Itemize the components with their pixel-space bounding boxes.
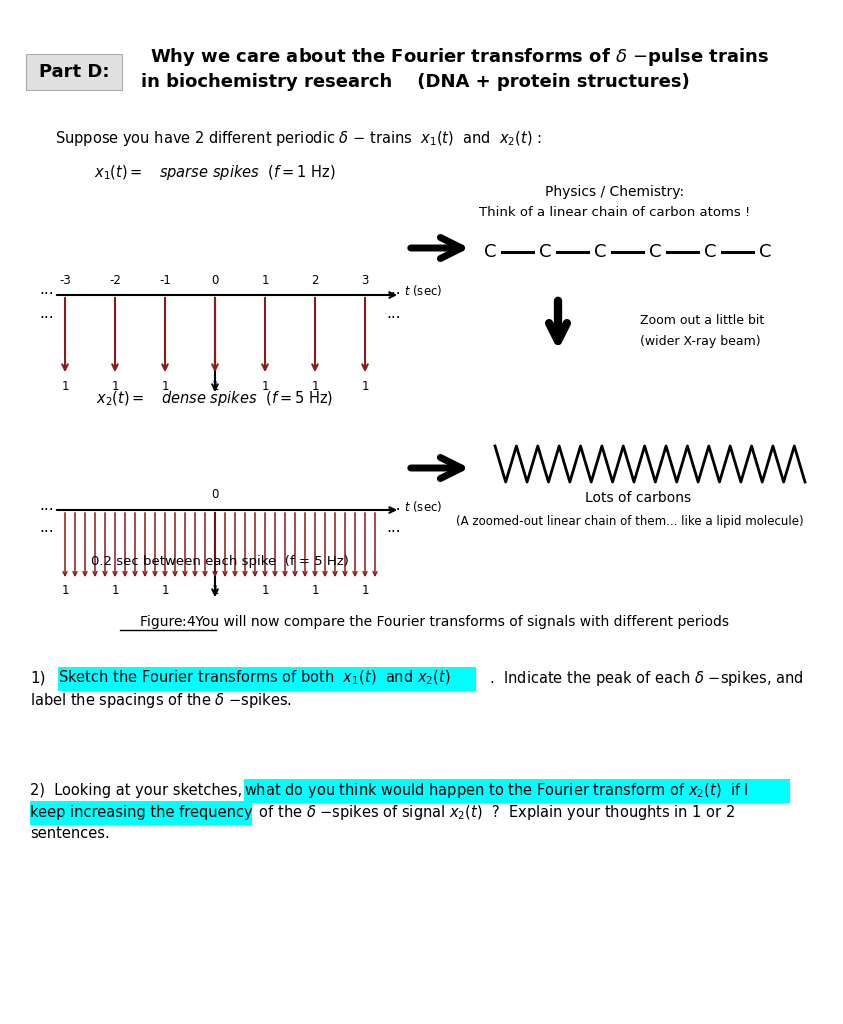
Text: 1: 1 (261, 585, 269, 597)
Text: 1: 1 (261, 380, 269, 392)
Text: of the $\delta$ $-$spikes of signal $x_2(t)$  ?  Explain your thoughts in 1 or 2: of the $\delta$ $-$spikes of signal $x_2… (254, 803, 735, 821)
Text: 1: 1 (111, 585, 119, 597)
Text: ...: ... (40, 305, 54, 321)
Text: 1: 1 (161, 585, 169, 597)
Text: ...: ... (387, 305, 401, 321)
Text: -2: -2 (109, 273, 121, 287)
Text: $t$ (sec): $t$ (sec) (404, 284, 443, 299)
Text: 1: 1 (261, 273, 269, 287)
Text: Physics / Chemistry:: Physics / Chemistry: (545, 185, 685, 199)
Text: Part D:: Part D: (39, 63, 110, 81)
Text: C: C (759, 243, 771, 261)
Text: 1: 1 (62, 585, 69, 597)
Text: what do you think would happen to the Fourier transform of $x_2(t)$  if I: what do you think would happen to the Fo… (244, 780, 749, 800)
Text: $x_1(t) =$   $\it{sparse\ spikes}$  $(f = 1$ Hz$)$: $x_1(t) =$ $\it{sparse\ spikes}$ $(f = 1… (94, 164, 336, 182)
Text: Suppose you have 2 different periodic $\delta$ $-$ trains  $x_1(t)$  and  $x_2(t: Suppose you have 2 different periodic $\… (55, 128, 542, 147)
FancyBboxPatch shape (26, 54, 122, 90)
Text: C: C (649, 243, 661, 261)
Text: Zoom out a little bit: Zoom out a little bit (640, 313, 765, 327)
Text: ...: ... (40, 520, 54, 536)
Text: $t$ (sec): $t$ (sec) (404, 499, 443, 513)
Text: Figure 4: Figure 4 (140, 615, 196, 629)
Text: ...: ... (387, 520, 401, 536)
Text: ...: ... (387, 498, 401, 512)
Text: -1: -1 (159, 273, 171, 287)
Text: C: C (704, 243, 717, 261)
Text: ...: ... (387, 283, 401, 298)
Text: 1: 1 (111, 380, 119, 392)
Text: :  You will now compare the Fourier transforms of signals with different periods: : You will now compare the Fourier trans… (181, 615, 728, 629)
Text: 1: 1 (362, 380, 368, 392)
Text: 0.2 sec between each spike  (f = 5 Hz): 0.2 sec between each spike (f = 5 Hz) (91, 555, 349, 568)
Text: 1: 1 (212, 380, 218, 392)
Text: -3: -3 (59, 273, 71, 287)
Text: (wider X-ray beam): (wider X-ray beam) (640, 336, 760, 348)
Text: 1): 1) (30, 671, 46, 685)
Text: keep increasing the frequency: keep increasing the frequency (30, 805, 253, 819)
Text: label the spacings of the $\delta$ $-$spikes.: label the spacings of the $\delta$ $-$sp… (30, 690, 292, 710)
Text: 2)  Looking at your sketches,: 2) Looking at your sketches, (30, 782, 242, 798)
FancyBboxPatch shape (244, 779, 790, 803)
Text: (A zoomed-out linear chain of them... like a lipid molecule): (A zoomed-out linear chain of them... li… (456, 515, 804, 528)
Text: 1: 1 (362, 585, 368, 597)
FancyBboxPatch shape (58, 667, 476, 691)
Text: sentences.: sentences. (30, 826, 110, 842)
Text: 1: 1 (311, 585, 319, 597)
Text: 1: 1 (161, 380, 169, 392)
Text: 2: 2 (311, 273, 319, 287)
FancyBboxPatch shape (30, 801, 252, 825)
Text: Sketch the Fourier transforms of both  $x_1(t)$  and $x_2(t)$: Sketch the Fourier transforms of both $x… (58, 669, 451, 687)
Text: Lots of carbons: Lots of carbons (585, 490, 691, 505)
Text: Why we care about the Fourier transforms of $\delta$ $-$pulse trains: Why we care about the Fourier transforms… (151, 46, 770, 68)
Text: 1: 1 (311, 380, 319, 392)
Text: ...: ... (40, 283, 54, 298)
Text: 0: 0 (212, 273, 218, 287)
Text: C: C (593, 243, 606, 261)
Text: C: C (484, 243, 497, 261)
Text: 1: 1 (212, 585, 218, 597)
Text: ...: ... (40, 498, 54, 512)
Text: 0: 0 (212, 488, 218, 502)
Text: .  Indicate the peak of each $\delta$ $-$spikes, and: . Indicate the peak of each $\delta$ $-$… (480, 669, 803, 687)
Text: $x_2(t) =$   $\it{dense\ spikes}$  $(f = 5$ Hz$)$: $x_2(t) =$ $\it{dense\ spikes}$ $(f = 5$… (96, 388, 334, 408)
Text: C: C (539, 243, 551, 261)
Text: 1: 1 (62, 380, 69, 392)
Text: in biochemistry research    (DNA + protein structures): in biochemistry research (DNA + protein … (141, 73, 690, 91)
Text: 3: 3 (362, 273, 368, 287)
Text: Think of a linear chain of carbon atoms !: Think of a linear chain of carbon atoms … (480, 207, 750, 219)
